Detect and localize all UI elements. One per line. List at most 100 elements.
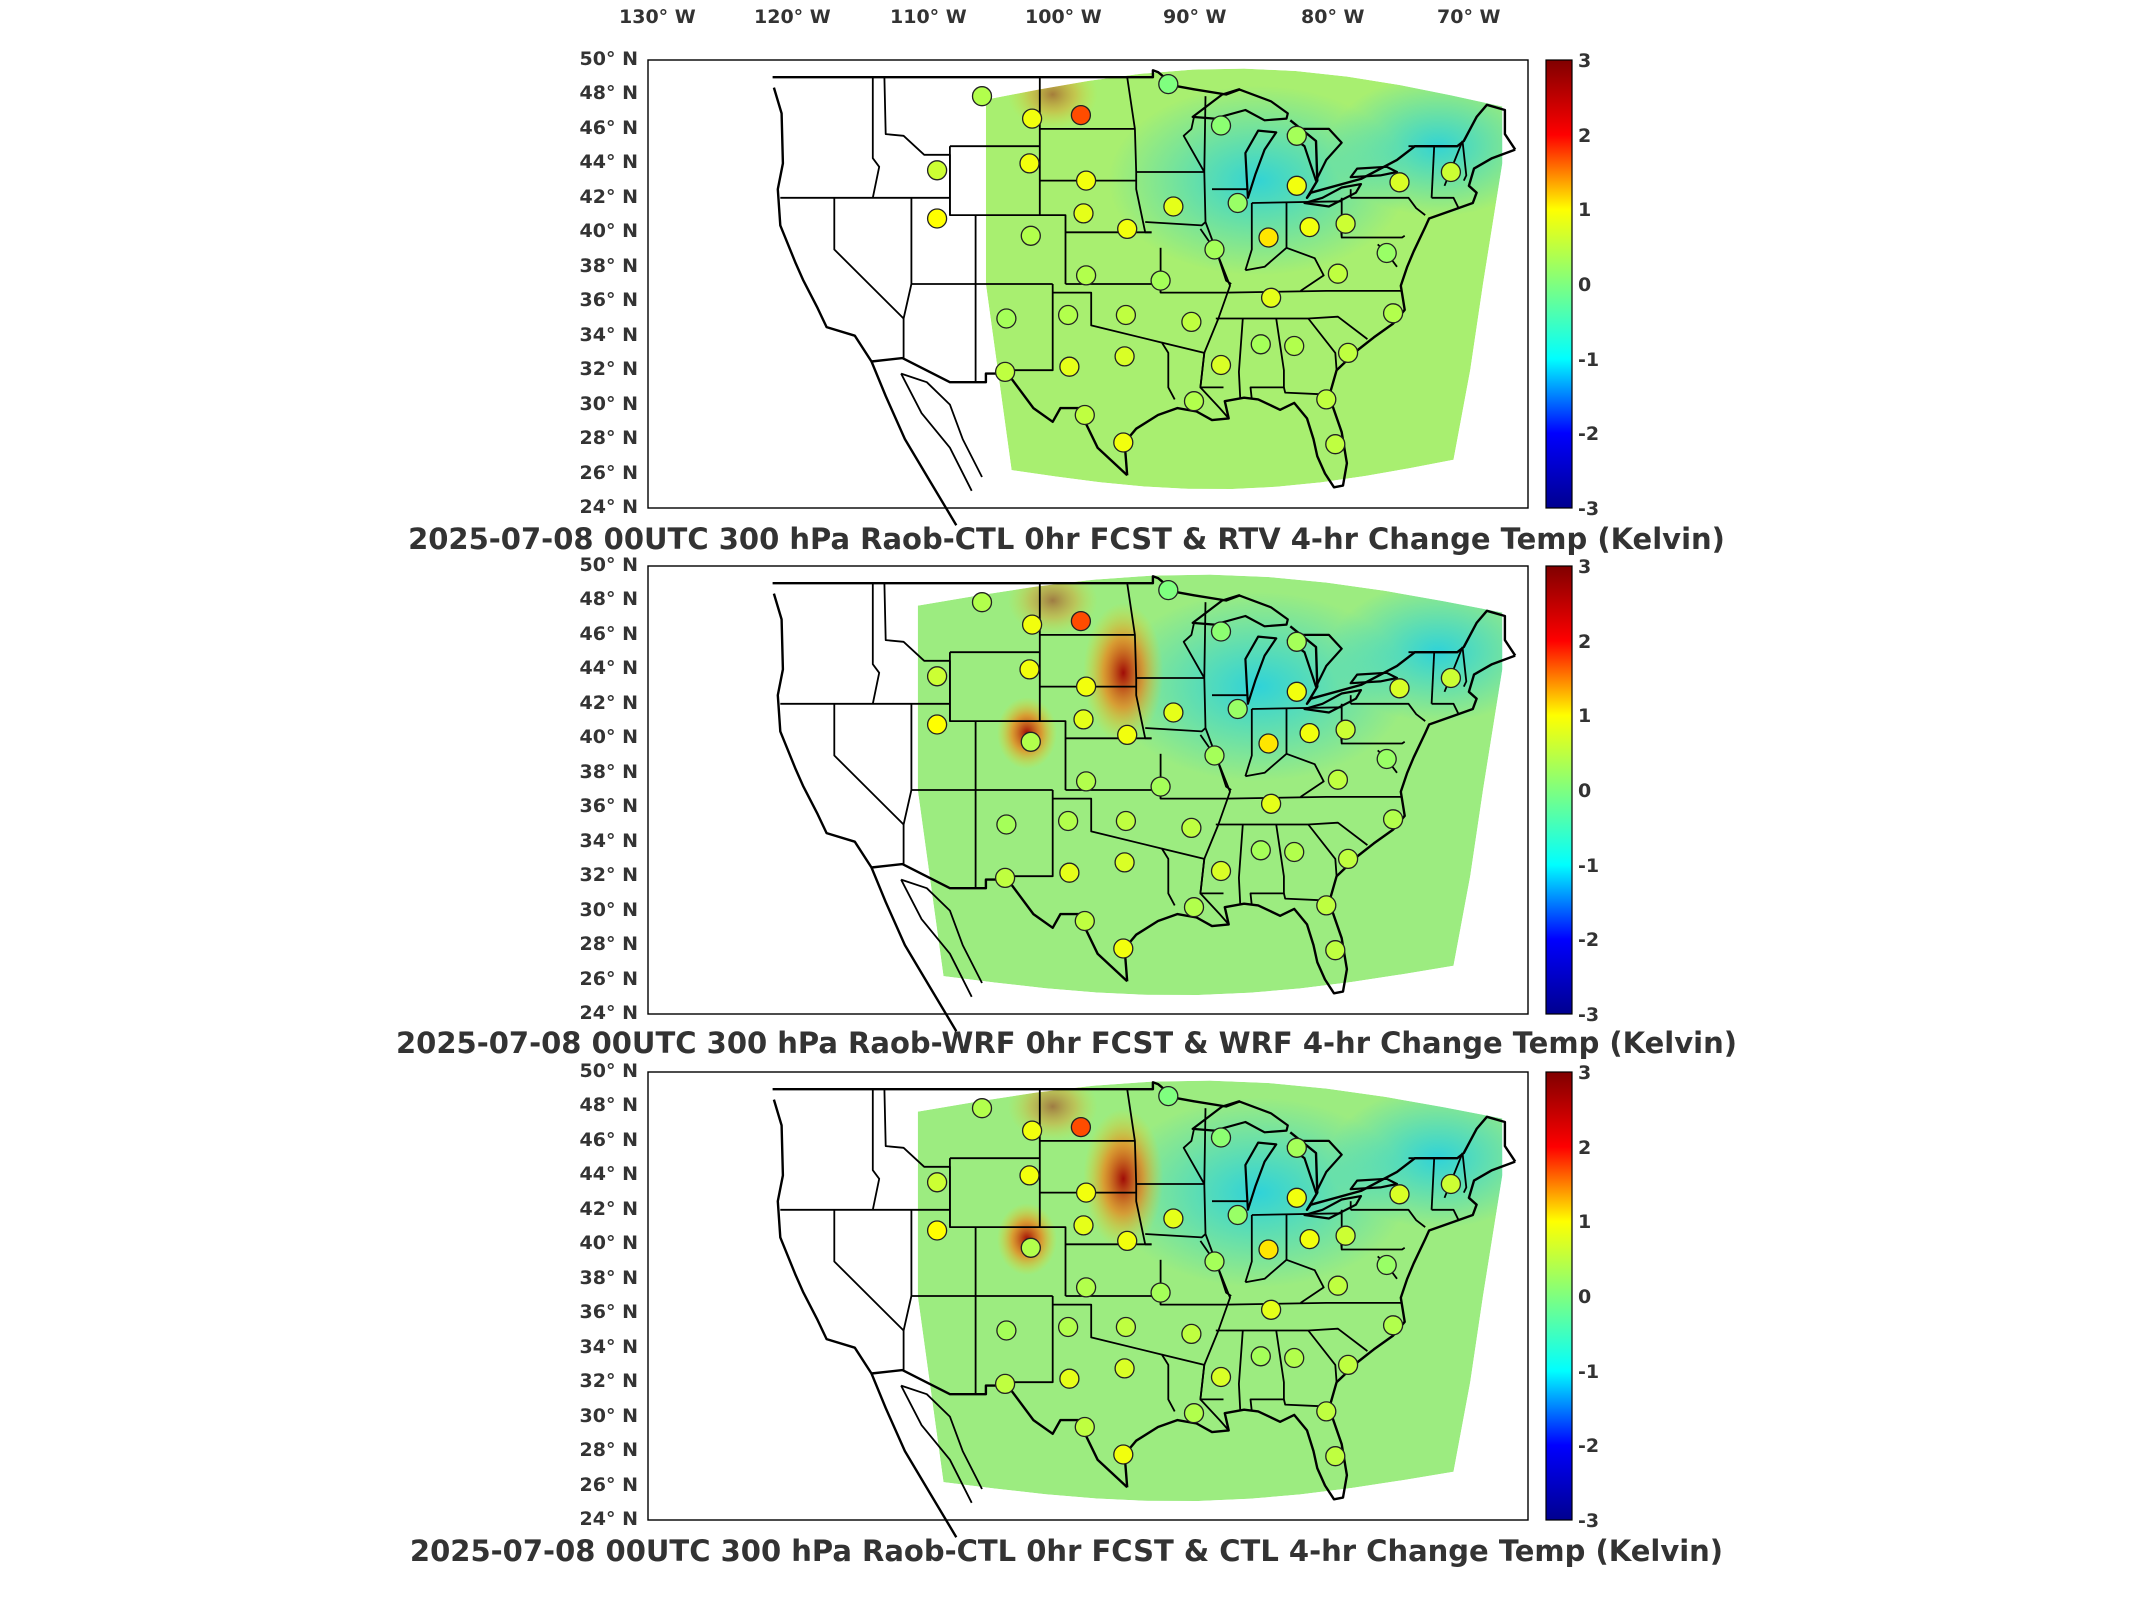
state-border <box>1038 583 1067 790</box>
map-plot <box>647 565 1573 1032</box>
raob-station-marker <box>1299 722 1320 744</box>
state-border <box>1350 196 1426 216</box>
lat-label: 44° N <box>579 151 638 174</box>
great-lake <box>1303 183 1363 208</box>
lat-label: 42° N <box>579 185 638 208</box>
state-border <box>1245 246 1325 292</box>
raob-station-marker <box>1210 354 1232 376</box>
state-border <box>1244 1215 1253 1283</box>
great-lake <box>1244 635 1278 705</box>
state-border <box>1430 652 1436 704</box>
raob-station-marker <box>1299 1228 1320 1250</box>
colorbar <box>1545 1071 1573 1521</box>
raob-station-marker <box>1075 265 1097 286</box>
raob-station-marker <box>1204 745 1225 766</box>
lat-label: 40° N <box>579 220 638 243</box>
raob-station-marker <box>1059 862 1080 883</box>
state-border <box>833 703 905 826</box>
raob-station-marker <box>1284 335 1305 357</box>
state-border <box>1038 1089 1067 1296</box>
raob-station-marker <box>1181 1323 1202 1345</box>
lat-label: 42° N <box>579 691 638 714</box>
colorbar-tick-label: 3 <box>1578 50 1592 72</box>
lat-label: 50° N <box>579 554 638 576</box>
lat-label: 46° N <box>579 622 638 645</box>
raob-station-marker <box>1113 432 1134 453</box>
raob-station-marker <box>1059 1368 1080 1389</box>
raob-station-marker <box>1075 676 1097 697</box>
raob-station-marker <box>1115 304 1137 326</box>
state-border <box>1350 702 1426 722</box>
warm-hotspot <box>1083 1108 1164 1249</box>
raob-station-marker <box>1073 203 1094 224</box>
lon-label: 110° W <box>890 6 967 28</box>
raob-station-marker <box>1284 841 1305 863</box>
raob-station-marker <box>1181 311 1202 333</box>
raob-station-marker <box>1284 1347 1305 1369</box>
state-border <box>871 1089 881 1210</box>
panel-title: 2025-07-08 00UTC 300 hPa Raob-WRF 0hr FC… <box>395 1026 1737 1060</box>
raob-station-marker <box>926 208 948 229</box>
lon-label: 70° W <box>1437 6 1501 28</box>
state-border <box>1431 1208 1460 1221</box>
raob-station-marker <box>1227 1204 1248 1226</box>
raob-station-marker <box>1019 659 1040 680</box>
lat-label: 50° N <box>579 1060 638 1082</box>
lat-label: 32° N <box>579 1370 638 1393</box>
mexico-coastline <box>900 1384 983 1490</box>
raob-station-marker <box>971 1098 993 1119</box>
lat-label: 24° N <box>579 1002 638 1024</box>
raob-station-marker <box>1150 270 1171 291</box>
raob-station-marker <box>1070 104 1092 126</box>
raob-station-marker <box>1376 1254 1397 1276</box>
state-border <box>1226 1302 1403 1306</box>
lat-label: 24° N <box>579 1508 638 1530</box>
west-coastline <box>772 593 958 1032</box>
raob-station-marker <box>1163 1208 1184 1229</box>
raob-station-marker <box>1250 840 1271 861</box>
state-border <box>1238 1330 1244 1410</box>
raob-station-marker <box>1150 776 1171 797</box>
colorbar-tick-label: -2 <box>1578 423 1600 446</box>
state-border <box>1431 196 1460 209</box>
colorbar <box>1545 59 1573 509</box>
state-border <box>1430 1158 1436 1210</box>
state-border <box>1226 796 1403 800</box>
raob-station-marker <box>1183 1403 1205 1424</box>
raob-station-marker <box>1250 1346 1271 1367</box>
state-border <box>1307 823 1338 877</box>
raob-station-marker <box>1070 1116 1092 1138</box>
state-border <box>871 77 881 198</box>
raob-station-marker <box>1070 610 1092 632</box>
colorbar-tick-label: 1 <box>1578 199 1592 222</box>
lat-label: 36° N <box>579 1301 638 1324</box>
state-border <box>902 197 913 359</box>
state-border <box>1431 702 1460 715</box>
raob-station-marker <box>1258 1239 1279 1260</box>
state-border <box>1245 1258 1325 1304</box>
state-border <box>871 583 881 704</box>
state-border <box>1251 200 1342 204</box>
colorbar-tick-label: 3 <box>1578 1062 1592 1084</box>
state-border <box>1341 235 1406 239</box>
colorbar-tick-label: -1 <box>1578 348 1600 371</box>
great-lake <box>1303 1195 1363 1220</box>
raob-station-marker <box>1258 733 1279 754</box>
raob-station-marker <box>1325 1446 1346 1467</box>
raob-station-marker <box>1337 1354 1359 1376</box>
warm-hotspot <box>1083 602 1164 743</box>
state-border <box>1245 752 1325 798</box>
lat-label: 30° N <box>579 898 638 921</box>
state-border <box>1251 706 1342 710</box>
state-border <box>1341 1247 1406 1251</box>
raob-station-marker <box>1286 125 1307 146</box>
raob-station-marker <box>1286 1137 1307 1158</box>
state-border <box>1238 318 1244 398</box>
great-lake <box>1349 671 1399 685</box>
lon-label: 100° W <box>1025 6 1102 28</box>
raob-station-marker <box>996 1320 1017 1341</box>
raob-station-marker <box>971 86 993 107</box>
mississippi-river <box>1199 96 1231 419</box>
raob-station-marker <box>1389 678 1410 699</box>
raob-station-marker <box>1019 1165 1040 1186</box>
